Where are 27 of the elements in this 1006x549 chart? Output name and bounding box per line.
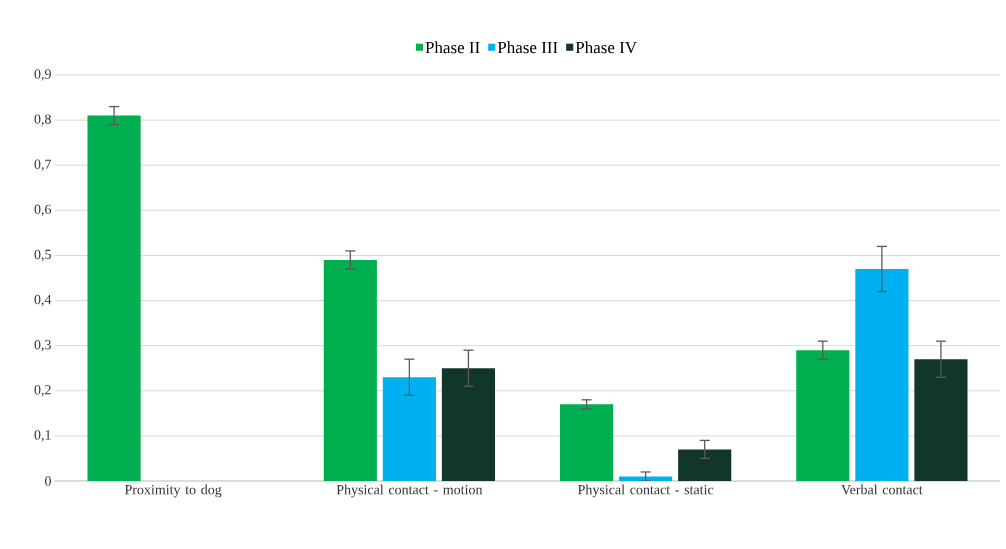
y-tick-label: 0,2: [34, 385, 51, 397]
y-tick-label: 0: [45, 476, 51, 486]
y-tick-label: 0,9: [34, 69, 51, 81]
y-tick-label: 0,4: [34, 294, 52, 307]
y-tick-label: 0,5: [34, 249, 51, 262]
bar: [559, 404, 614, 481]
bar: [382, 377, 436, 481]
x-tick-label: Verbal contact: [841, 484, 923, 495]
bar: [619, 476, 673, 481]
bar: [441, 368, 496, 481]
y-tick-label: 0,3: [34, 339, 51, 352]
x-tick-label: Proximity to dog: [124, 484, 222, 498]
bar: [914, 359, 968, 481]
bar: [87, 115, 141, 481]
legend-label: Phase IV: [575, 41, 637, 54]
x-tick-label: Physical contact - motion: [336, 484, 483, 498]
y-tick-label: 0,8: [34, 114, 51, 126]
x-tick-label: Physical contact - static: [578, 484, 714, 498]
y-tick-label: 0,7: [34, 159, 52, 171]
legend-label: Phase II: [425, 41, 480, 54]
bar: [855, 268, 909, 481]
legend-label: Phase III: [497, 41, 558, 54]
y-tick-label: 0,1: [34, 430, 51, 442]
bar: [678, 449, 732, 481]
y-tick-label: 0,6: [34, 204, 52, 217]
bar: [796, 350, 850, 481]
bar: [323, 259, 377, 481]
